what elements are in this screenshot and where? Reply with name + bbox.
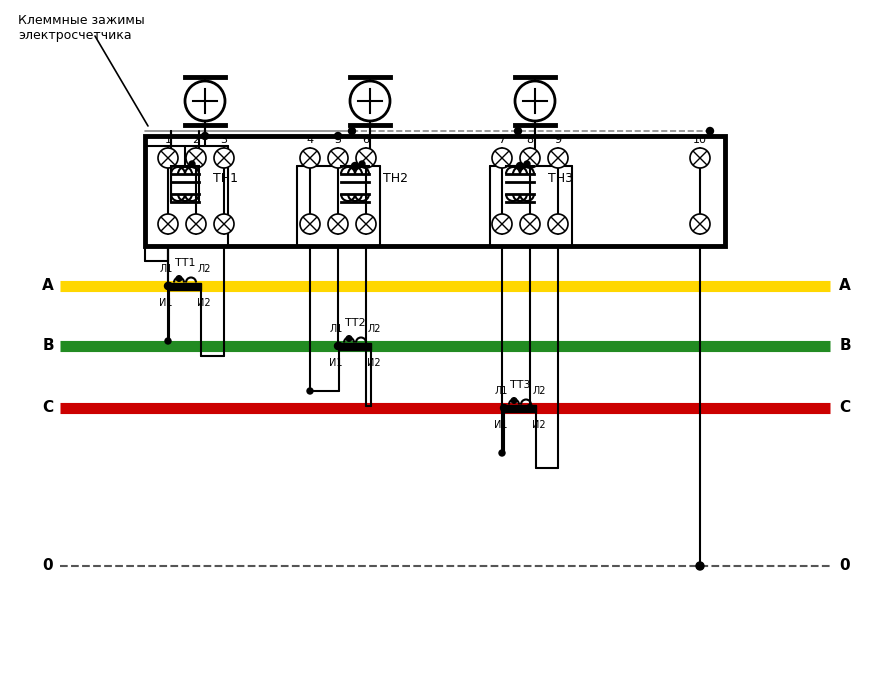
Circle shape bbox=[696, 562, 704, 570]
Circle shape bbox=[349, 128, 356, 135]
Circle shape bbox=[158, 148, 178, 168]
Circle shape bbox=[707, 128, 713, 135]
Text: Л2: Л2 bbox=[532, 386, 546, 396]
Text: 2: 2 bbox=[193, 135, 200, 145]
Circle shape bbox=[300, 214, 320, 234]
Circle shape bbox=[499, 450, 505, 456]
Text: И2: И2 bbox=[532, 420, 546, 430]
Circle shape bbox=[690, 214, 710, 234]
Text: B: B bbox=[42, 339, 54, 354]
Circle shape bbox=[501, 404, 507, 412]
Text: 0: 0 bbox=[43, 558, 54, 573]
Circle shape bbox=[548, 214, 568, 234]
Text: C: C bbox=[840, 400, 850, 416]
Circle shape bbox=[492, 214, 512, 234]
Text: И2: И2 bbox=[197, 298, 211, 308]
Text: ТТ2: ТТ2 bbox=[345, 318, 366, 328]
Bar bbox=[145, 136, 725, 246]
Circle shape bbox=[158, 214, 178, 234]
Circle shape bbox=[359, 161, 365, 167]
Text: ТТ1: ТТ1 bbox=[175, 258, 195, 268]
Circle shape bbox=[334, 343, 341, 349]
Text: Клеммные зажимы
электросчетчика: Клеммные зажимы электросчетчика bbox=[18, 14, 145, 42]
Text: 10: 10 bbox=[693, 135, 707, 145]
Circle shape bbox=[514, 128, 521, 135]
Text: И1: И1 bbox=[495, 420, 508, 430]
Circle shape bbox=[520, 148, 540, 168]
Circle shape bbox=[350, 81, 390, 121]
Bar bbox=[169, 283, 201, 289]
Text: Л2: Л2 bbox=[197, 264, 211, 274]
Text: ТН1: ТН1 bbox=[213, 172, 238, 185]
Circle shape bbox=[356, 148, 376, 168]
Circle shape bbox=[492, 148, 512, 168]
Circle shape bbox=[165, 283, 171, 289]
Bar bbox=[339, 343, 371, 349]
Circle shape bbox=[328, 214, 348, 234]
Text: И1: И1 bbox=[159, 298, 173, 308]
Circle shape bbox=[335, 343, 342, 349]
Circle shape bbox=[189, 161, 195, 167]
Text: Л2: Л2 bbox=[367, 324, 381, 334]
Circle shape bbox=[300, 148, 320, 168]
Circle shape bbox=[214, 148, 234, 168]
Circle shape bbox=[351, 162, 358, 170]
Circle shape bbox=[516, 162, 523, 170]
Text: 9: 9 bbox=[555, 135, 562, 145]
Circle shape bbox=[690, 148, 710, 168]
Text: B: B bbox=[840, 339, 851, 354]
Circle shape bbox=[165, 338, 171, 344]
Circle shape bbox=[515, 81, 555, 121]
Circle shape bbox=[186, 148, 206, 168]
Circle shape bbox=[177, 276, 182, 281]
Circle shape bbox=[328, 148, 348, 168]
Text: ТН2: ТН2 bbox=[383, 172, 408, 185]
Circle shape bbox=[548, 148, 568, 168]
Circle shape bbox=[202, 132, 209, 139]
Circle shape bbox=[334, 132, 341, 139]
Text: 7: 7 bbox=[498, 135, 505, 145]
Text: 3: 3 bbox=[220, 135, 228, 145]
Text: И2: И2 bbox=[367, 358, 381, 368]
Bar bbox=[504, 404, 536, 412]
Circle shape bbox=[166, 283, 173, 289]
Text: 8: 8 bbox=[527, 135, 533, 145]
Text: Л1: Л1 bbox=[330, 324, 342, 334]
Circle shape bbox=[512, 397, 517, 404]
Circle shape bbox=[356, 214, 376, 234]
Text: 0: 0 bbox=[840, 558, 850, 573]
Text: И1: И1 bbox=[329, 358, 343, 368]
Text: Л1: Л1 bbox=[495, 386, 508, 396]
Circle shape bbox=[185, 81, 225, 121]
Circle shape bbox=[214, 214, 234, 234]
Circle shape bbox=[527, 404, 533, 412]
Text: ТТ3: ТТ3 bbox=[510, 380, 530, 390]
Text: Л1: Л1 bbox=[159, 264, 173, 274]
Text: C: C bbox=[42, 400, 54, 416]
Text: ТН3: ТН3 bbox=[548, 172, 573, 185]
Text: 5: 5 bbox=[334, 135, 341, 145]
Text: 1: 1 bbox=[165, 135, 171, 145]
Text: A: A bbox=[840, 279, 851, 293]
Circle shape bbox=[186, 214, 206, 234]
Circle shape bbox=[520, 214, 540, 234]
Circle shape bbox=[524, 161, 530, 167]
Circle shape bbox=[346, 336, 352, 341]
Text: 6: 6 bbox=[363, 135, 369, 145]
Text: A: A bbox=[42, 279, 54, 293]
Circle shape bbox=[307, 388, 313, 394]
Text: 4: 4 bbox=[306, 135, 314, 145]
